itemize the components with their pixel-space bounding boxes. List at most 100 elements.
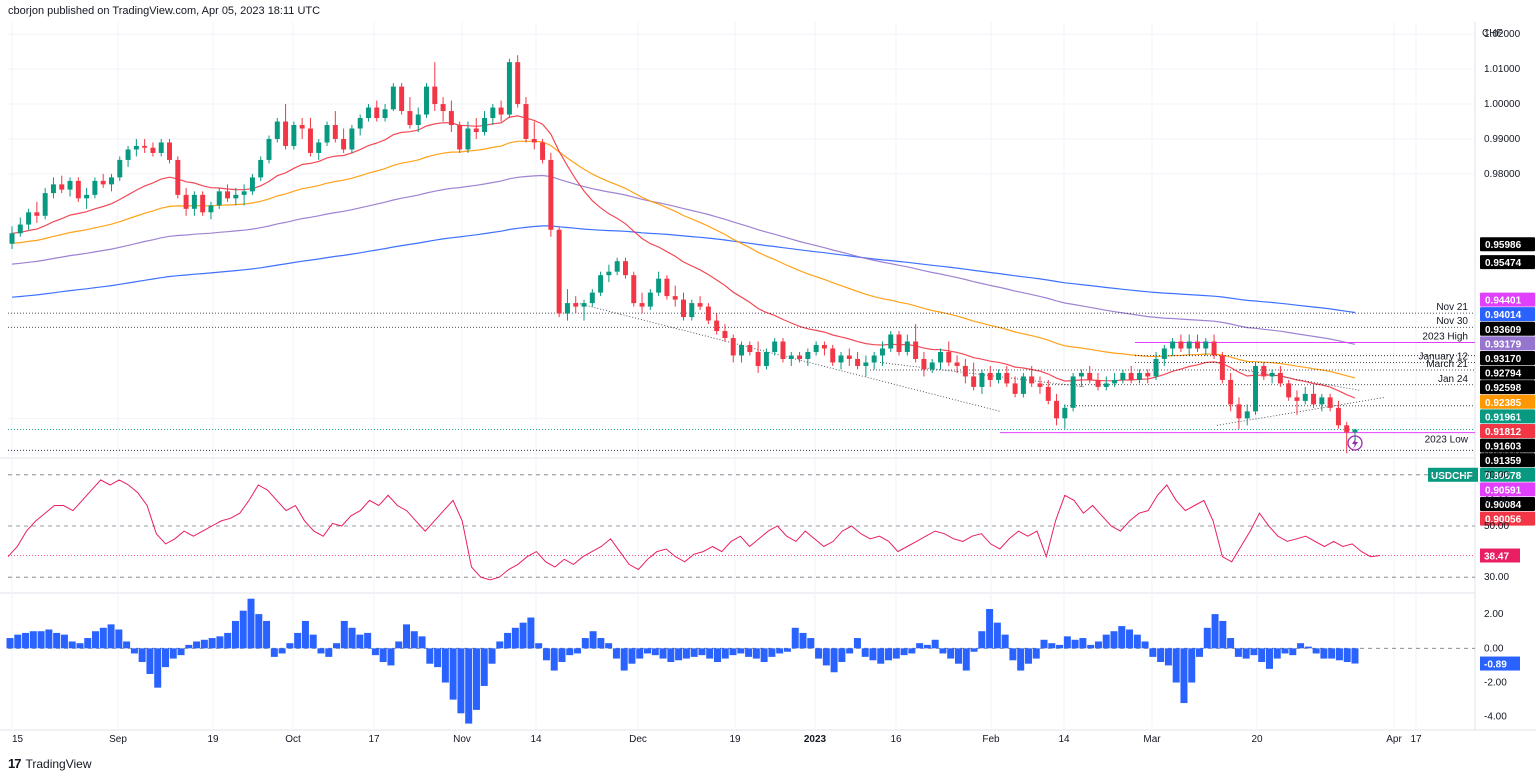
time-tick: Sep bbox=[109, 734, 127, 745]
hist-bar bbox=[255, 614, 263, 649]
hist-bar bbox=[675, 648, 683, 661]
candle-body bbox=[1095, 379, 1101, 387]
rsi-value-tag bbox=[1480, 548, 1520, 563]
candle-body bbox=[805, 351, 811, 359]
price-tag bbox=[1480, 307, 1535, 322]
hist-bar bbox=[286, 643, 294, 649]
candle-body bbox=[705, 306, 711, 321]
candle-body bbox=[755, 351, 761, 366]
hist-bar bbox=[947, 648, 955, 659]
candle-body bbox=[780, 341, 786, 359]
hist-bar bbox=[1304, 646, 1312, 649]
candle-body bbox=[117, 159, 123, 178]
price-tag-value: 0.92598 bbox=[1485, 383, 1522, 394]
hist-bar bbox=[496, 641, 504, 649]
price-tag bbox=[1480, 350, 1535, 365]
level-label: Nov 30 bbox=[1436, 316, 1468, 327]
hist-bar bbox=[395, 641, 403, 649]
candle-body bbox=[598, 275, 604, 293]
hist-bar bbox=[1265, 648, 1273, 669]
hist-bar bbox=[1017, 648, 1025, 671]
hist-bar bbox=[1320, 648, 1328, 659]
footer: 17 TradingView bbox=[8, 756, 92, 771]
hist-bar bbox=[465, 648, 473, 724]
hist-bar bbox=[566, 648, 574, 656]
hist-bar bbox=[177, 648, 185, 656]
candle-body bbox=[9, 233, 15, 244]
candle-body bbox=[1029, 376, 1035, 384]
level-label: Jan 24 bbox=[1438, 374, 1468, 385]
hist-bar bbox=[193, 641, 201, 649]
price-tag-value: 0.91961 bbox=[1485, 412, 1522, 423]
hist-bar bbox=[1056, 644, 1064, 649]
candle-body bbox=[606, 271, 612, 276]
candle-body bbox=[1302, 393, 1308, 401]
hist-bar bbox=[68, 641, 76, 649]
candle-body bbox=[531, 138, 537, 143]
hist-bar bbox=[885, 648, 893, 661]
candle-body bbox=[26, 212, 32, 225]
hist-bar bbox=[682, 648, 690, 659]
hist-bar bbox=[1071, 639, 1079, 649]
candle-body bbox=[954, 362, 960, 366]
rsi-tick: 50.00 bbox=[1484, 521, 1509, 532]
price-tag bbox=[1480, 365, 1535, 380]
level-label: March 21 bbox=[1426, 359, 1468, 370]
footer-brand: TradingView bbox=[25, 756, 92, 771]
hist-bar bbox=[1234, 648, 1242, 657]
candle-body bbox=[1145, 372, 1151, 377]
currency-label: CHF bbox=[1482, 28, 1503, 39]
price-tag bbox=[1480, 511, 1535, 526]
price-tick: 1.01000 bbox=[1484, 64, 1521, 75]
candle-body bbox=[1319, 397, 1325, 405]
candle-body bbox=[739, 345, 745, 356]
candle-body bbox=[390, 86, 396, 110]
candle-body bbox=[1186, 341, 1192, 349]
hist-bar bbox=[620, 648, 628, 671]
price-tag-value: 0.91812 bbox=[1485, 427, 1522, 438]
candle-body bbox=[1352, 429, 1358, 433]
hist-bar bbox=[970, 648, 978, 652]
hist-bar bbox=[434, 648, 442, 668]
hist-bar bbox=[978, 631, 986, 649]
candle-body bbox=[548, 159, 554, 230]
hist-bar bbox=[379, 648, 387, 662]
hist-bar bbox=[371, 648, 379, 656]
candle-body bbox=[283, 121, 289, 146]
time-tick: 20 bbox=[1251, 734, 1263, 745]
candle-body bbox=[42, 193, 48, 216]
price-tag bbox=[1480, 467, 1535, 482]
hist-bar bbox=[138, 648, 146, 662]
hist-bar bbox=[1157, 648, 1165, 662]
hist-bar bbox=[605, 643, 613, 649]
hist-bar bbox=[659, 648, 667, 659]
hist-bar bbox=[99, 627, 107, 649]
hist-bar bbox=[861, 648, 869, 657]
candle-body bbox=[987, 372, 993, 380]
price-tag-value: 0.94401 bbox=[1485, 296, 1522, 307]
candle-body bbox=[714, 320, 720, 332]
hist-bar bbox=[1328, 648, 1336, 659]
hist-bar bbox=[721, 648, 729, 659]
price-tag bbox=[1480, 380, 1535, 395]
price-tag bbox=[1480, 409, 1535, 424]
candle-body bbox=[614, 261, 620, 272]
hist-bar bbox=[644, 648, 652, 654]
ema-100-line bbox=[11, 174, 1356, 345]
hist-value-text: -0.89 bbox=[1484, 660, 1507, 671]
candle-body bbox=[904, 341, 910, 352]
hist-bar bbox=[1196, 648, 1204, 657]
candle-body bbox=[855, 358, 861, 366]
candle-body bbox=[763, 351, 769, 366]
candle-body bbox=[589, 292, 595, 304]
hist-bar bbox=[1118, 626, 1126, 649]
hist-bar bbox=[527, 617, 535, 649]
hist-bar bbox=[846, 648, 854, 654]
price-tag-value: 0.93609 bbox=[1485, 325, 1522, 336]
candle-body bbox=[84, 194, 90, 199]
hist-bar bbox=[340, 620, 348, 649]
hist-bar bbox=[278, 648, 286, 654]
candle-body bbox=[647, 292, 653, 307]
hist-bar bbox=[364, 632, 372, 649]
